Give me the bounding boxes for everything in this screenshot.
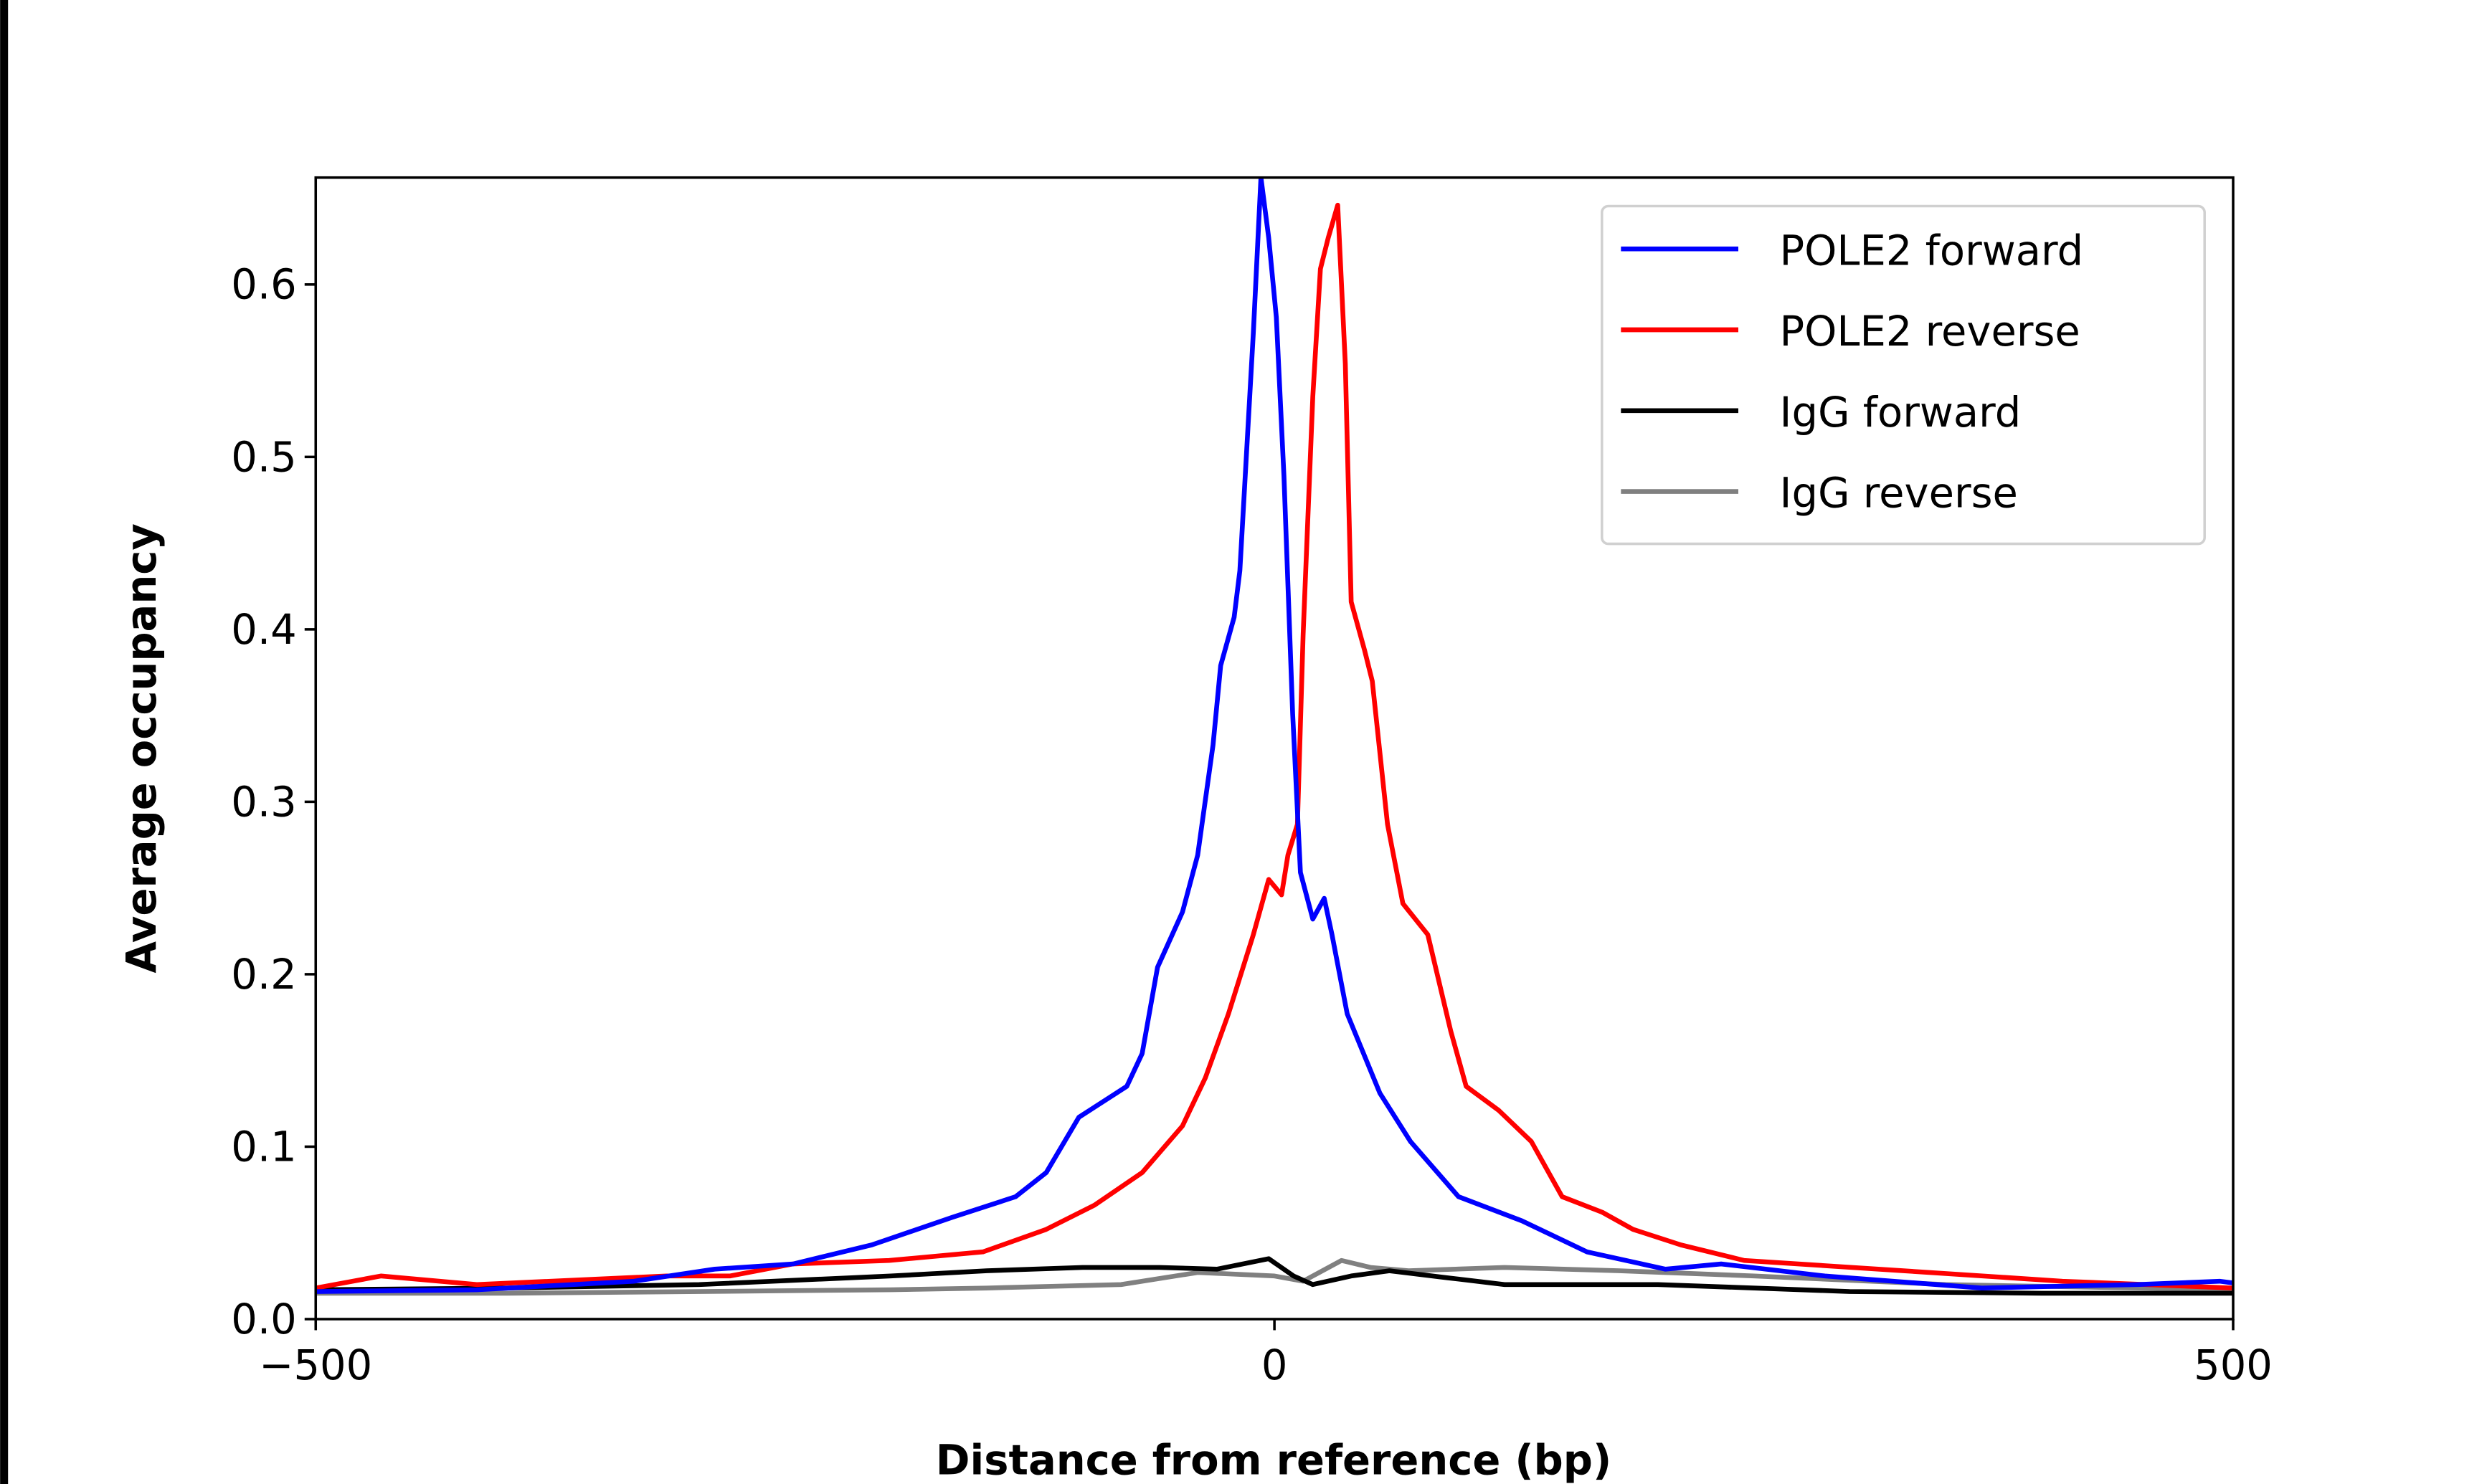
series-lines <box>316 177 2234 1296</box>
y-axis-label: Average occupancy <box>118 523 166 973</box>
legend-label: IgG reverse <box>1780 470 2018 518</box>
legend-label: IgG forward <box>1780 389 2022 437</box>
x-tick-label: 500 <box>2194 1341 2273 1389</box>
x-tick-label: −500 <box>259 1341 372 1389</box>
x-tick-label: 0 <box>1261 1341 1288 1389</box>
y-tick-label: 0.3 <box>231 778 296 826</box>
y-tick-label: 0.0 <box>231 1295 296 1343</box>
left-edge-bar <box>0 0 9 1484</box>
axis-ticks: −500 0 500 0.0 0.1 0.2 0.3 0.4 0.5 0.6 <box>231 261 2273 1389</box>
series-line-pole2-forward <box>316 177 2234 1294</box>
legend-label: POLE2 forward <box>1780 227 2084 275</box>
legend: POLE2 forward POLE2 reverse IgG forward IgG… <box>1601 204 2206 546</box>
y-tick-label: 0.1 <box>231 1123 296 1171</box>
series-line-igg-forward <box>316 1256 2234 1296</box>
y-tick-label: 0.6 <box>231 261 296 309</box>
y-tick-label: 0.5 <box>231 433 296 481</box>
y-tick-label: 0.2 <box>231 951 296 999</box>
y-tick-label: 0.4 <box>231 606 296 654</box>
x-axis-label: Distance from reference (bp) <box>936 1437 1611 1484</box>
legend-box <box>1601 204 2206 546</box>
series-line-pole2-reverse <box>316 202 2234 1290</box>
legend-label: POLE2 reverse <box>1780 308 2080 356</box>
